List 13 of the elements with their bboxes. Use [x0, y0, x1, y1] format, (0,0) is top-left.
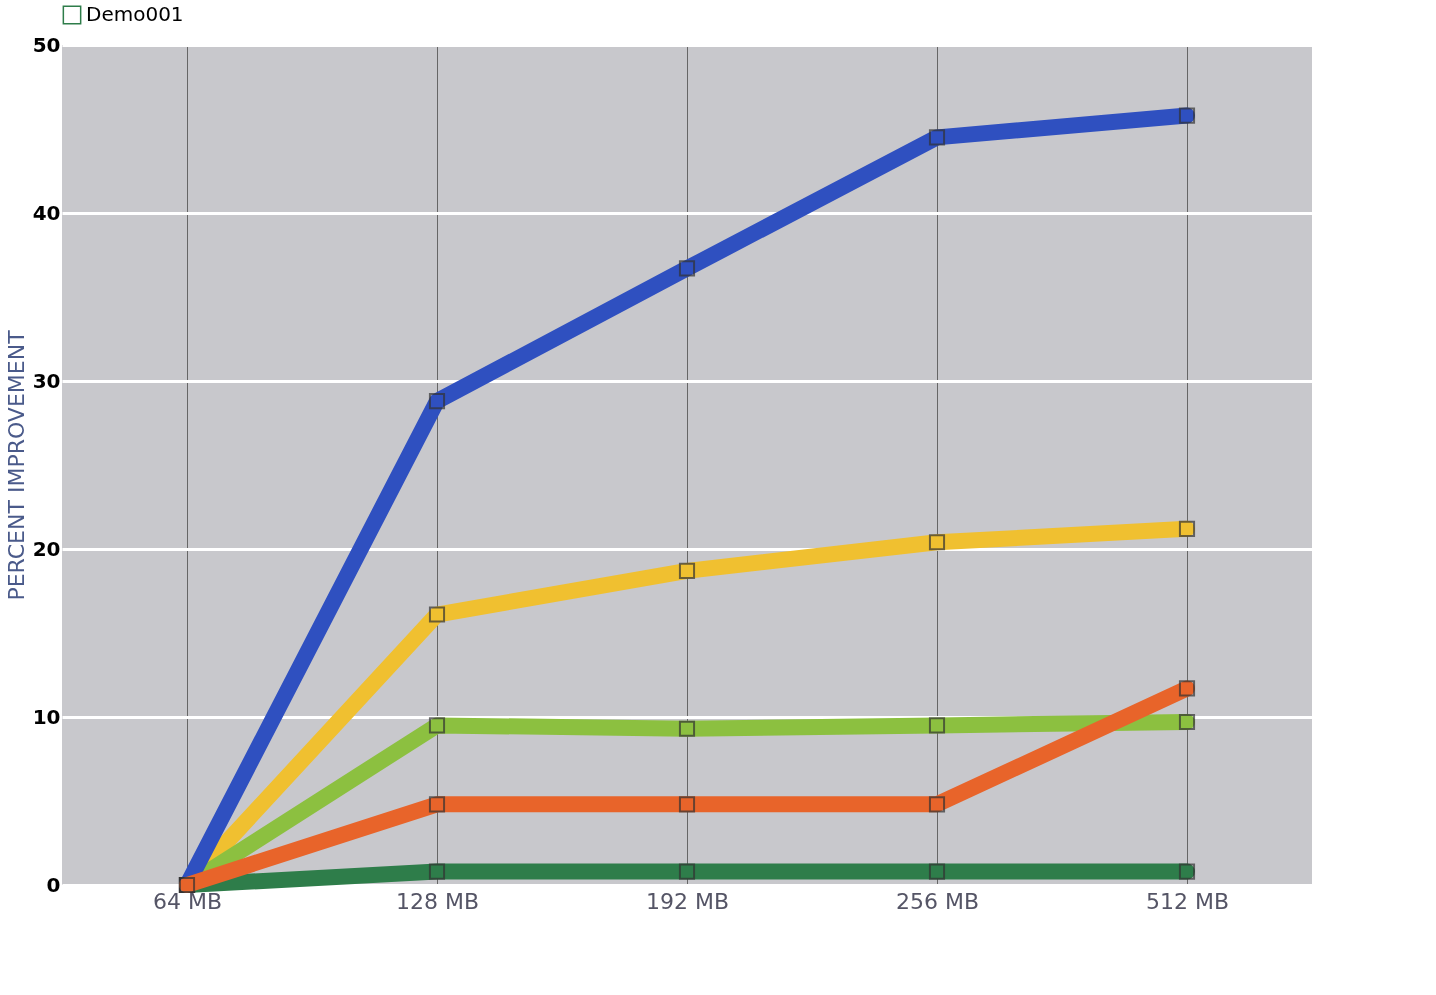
x-tick-label: 192 MB	[645, 888, 730, 914]
y-axis-title: PERCENT IMPROVEMENT	[3, 329, 29, 601]
y-tick-label: 40	[32, 200, 61, 225]
legend-label: Demo001	[86, 2, 184, 26]
y-tick-label: 30	[32, 368, 61, 393]
x-tick-label: 512 MB	[1145, 888, 1230, 914]
y-tick-label: 10	[32, 704, 61, 729]
x-tick-label: 128 MB	[395, 888, 480, 914]
y-tick-label: 50	[32, 32, 61, 57]
x-tick-label: 256 MB	[895, 888, 980, 914]
x-tick-label: 64 MB	[152, 888, 223, 914]
y-tick-label: 0	[46, 872, 61, 897]
y-tick-label: 20	[32, 536, 61, 561]
